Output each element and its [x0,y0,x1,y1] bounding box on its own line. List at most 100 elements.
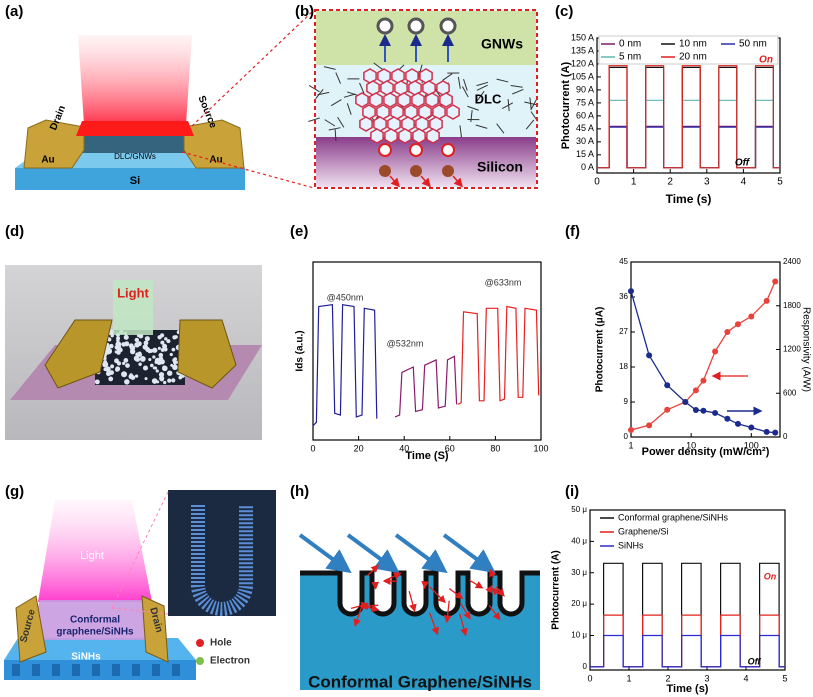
y-axis-label: Photocurrent (A) [551,550,562,629]
layer-label: Si [130,175,140,187]
point [664,382,671,389]
legend-label: 5 nm [619,52,641,63]
nanoparticle [116,338,120,343]
au-right [177,319,237,389]
point [763,428,770,435]
nanoparticle [149,363,154,368]
point [628,288,634,295]
nanoparticle [152,347,158,353]
layer-label: DLC/GNWs [114,152,156,161]
nanoparticle [128,374,134,380]
reflection [366,564,379,577]
dlc-layer [66,136,202,153]
nanoparticle [134,342,140,348]
electron [410,165,422,177]
dlc-mesh [334,129,337,142]
graphene-hexagon [426,128,440,144]
si-side [15,168,245,190]
reflection [350,601,370,610]
substrate [300,573,540,690]
nanoparticle [163,380,167,385]
nanoparticle [151,378,158,384]
panel-label: (g) [5,483,24,500]
nanoparticle [129,348,136,355]
nanoparticle [160,347,165,352]
graphene-hexagon [446,104,460,120]
point [700,407,707,414]
reflection [448,588,464,600]
nanohole [12,664,20,676]
nanoparticle [155,369,159,373]
hole-icon [196,639,204,647]
light-beam [113,280,153,335]
y2-tick-label: 2400 [783,257,801,266]
y-tick-label: 150 A [571,32,594,42]
point [763,297,770,304]
y-tick-label: 0 [583,662,588,671]
annotation: On [764,571,777,581]
x-tick-label: 3 [704,673,709,683]
x-tick-label: 40 [399,443,409,453]
y-tick-label: 18 [619,362,628,371]
nanoparticle [157,346,161,350]
graphene-hexagon [397,92,411,108]
reflection [429,586,446,604]
graphene-hexagon [398,128,412,144]
dlc-mesh [346,103,352,115]
graphene-hexagon [370,128,384,144]
y2-tick-label: 1800 [783,301,801,310]
dlc-mesh [467,105,479,111]
annotation: @450nm [327,292,364,302]
nanoparticle [149,348,154,353]
y2-tick-label: 1200 [783,345,801,354]
series-line [597,126,780,169]
x-tick-label: 4 [741,177,747,188]
channel [28,600,160,640]
au-right [183,119,245,169]
nanoparticle [134,337,140,343]
graphene-hexagon [425,92,439,108]
nanoparticle [103,355,107,359]
dlc-mesh [530,99,537,111]
y-tick-label: 15 A [576,149,594,159]
dlc-mesh [457,76,461,89]
annotation: On [759,55,773,66]
nanohole [172,664,180,676]
dlc-mesh [324,119,336,127]
y-tick-label: 135 A [571,45,594,55]
y-tick-label: 9 [624,397,629,406]
dlc-mesh [476,84,488,91]
nanoparticle [174,335,178,339]
x-tick-label: 0 [594,177,600,188]
point [734,420,741,427]
layer-label: GNWs [481,36,523,52]
nanoparticle [142,365,149,371]
electron [379,165,391,177]
x-tick-label: 4 [743,673,748,683]
y-tick-label: 0 [624,432,629,441]
series-line [457,305,540,405]
y-tick-label: 27 [619,327,628,336]
nanoparticle [94,379,100,385]
legend-label: 20 nm [679,52,707,63]
light-glow [38,500,152,602]
nanoparticle [123,358,129,363]
nanohole [152,664,160,676]
nanoparticle [125,363,130,368]
legend-label: 10 nm [679,39,707,50]
x-tick-label: 2 [665,673,670,683]
y-tick-label: 45 [619,257,628,266]
nanoparticle [124,379,130,385]
hole [441,143,455,157]
point [724,329,731,335]
annotation: Off [735,158,751,169]
light-label: Light [80,550,104,562]
nanoparticle [152,355,156,359]
nanoparticle [158,371,165,378]
dlc-mesh [525,119,535,130]
point [692,407,699,414]
nanoparticle [128,343,134,349]
incident-light [346,533,400,574]
nanoparticle [108,376,114,382]
nanoparticle [103,367,107,372]
